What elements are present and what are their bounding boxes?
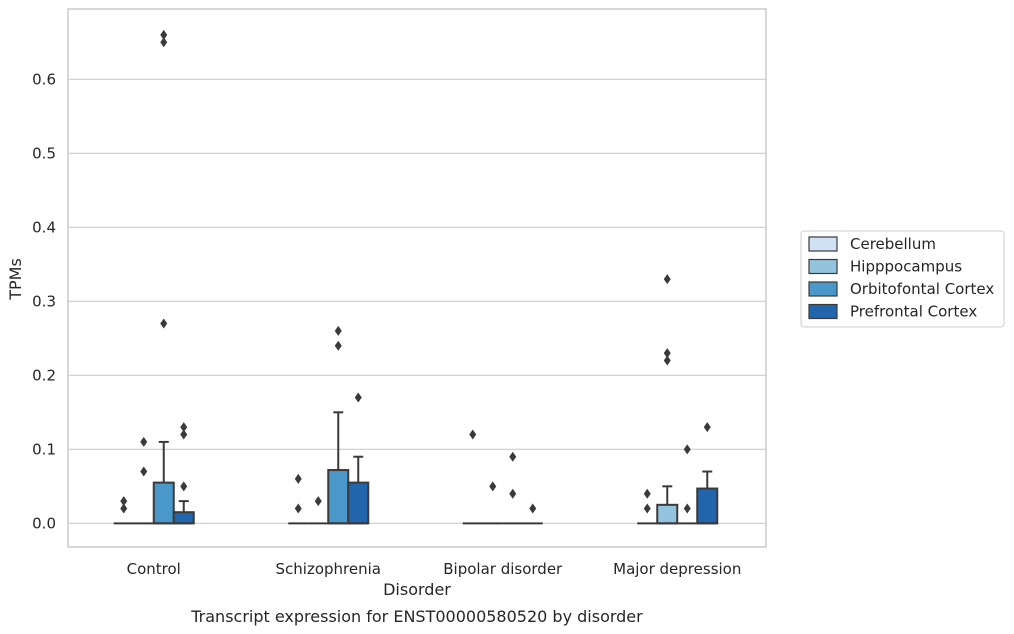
outlier-point	[140, 466, 148, 477]
x-tick-label: Schizophrenia	[276, 560, 381, 578]
y-axis-title: TPMs	[6, 258, 25, 301]
x-tick-labels: Control Schizophrenia Bipolar disorder Majo…	[127, 560, 742, 578]
y-tick-label: 0.0	[32, 514, 56, 532]
outlier-point	[663, 274, 671, 285]
box-body	[696, 487, 719, 525]
outlier-point	[160, 318, 168, 329]
box-series	[113, 411, 719, 525]
chart-caption: Transcript expression for ENST0000058052…	[190, 607, 643, 626]
outlier-point	[314, 496, 322, 507]
plot-area-frame	[67, 8, 767, 548]
box-hipppocampus	[656, 485, 679, 525]
outlier-point	[663, 355, 671, 366]
box-body	[172, 511, 195, 525]
x-tick-label: Bipolar disorder	[443, 560, 563, 578]
y-tick-label: 0.3	[32, 292, 56, 310]
outlier-point	[120, 496, 128, 507]
legend-label: Prefrontal Cortex	[850, 303, 977, 321]
box-prefrontal-cortex	[347, 455, 370, 525]
outlier-point	[334, 325, 342, 336]
box-prefrontal-cortex	[696, 470, 719, 525]
outlier-point	[703, 422, 711, 433]
x-tick-label: Major depression	[613, 560, 741, 578]
legend-label: Hipppocampus	[850, 258, 962, 276]
box-body	[656, 503, 679, 525]
outlier-point	[529, 503, 537, 514]
box-orbitofontal-cortex	[152, 440, 175, 525]
outlier-points	[120, 29, 711, 514]
box-body	[327, 469, 350, 525]
y-tick-label: 0.6	[32, 70, 56, 88]
legend-swatch	[808, 258, 838, 275]
legend-label: Cerebellum	[850, 235, 936, 253]
outlier-point	[489, 481, 497, 492]
outlier-point	[180, 481, 188, 492]
outlier-point	[180, 429, 188, 440]
y-tick-label: 0.5	[32, 144, 56, 162]
box-body	[347, 481, 370, 525]
outlier-point	[334, 340, 342, 351]
y-tick-label: 0.2	[32, 366, 56, 384]
outlier-point	[643, 488, 651, 499]
legend-swatch	[808, 236, 838, 252]
y-tick-label: 0.1	[32, 440, 56, 458]
outlier-point	[180, 422, 188, 433]
x-tick-label: Control	[127, 560, 181, 578]
box-prefrontal-cortex	[172, 500, 195, 525]
outlier-point	[469, 429, 477, 440]
x-axis-title: Disorder	[383, 580, 451, 599]
outlier-point	[354, 392, 362, 403]
outlier-point	[509, 451, 517, 462]
y-tick-label: 0.4	[32, 218, 56, 236]
y-tick-labels: 0.0 0.1 0.2 0.3 0.4 0.5 0.6	[32, 70, 56, 532]
outlier-point	[140, 436, 148, 447]
legend-label: Orbitofontal Cortex	[850, 280, 994, 298]
outlier-point	[643, 503, 651, 514]
box-body	[152, 481, 175, 525]
outlier-point	[160, 37, 168, 48]
outlier-point	[294, 473, 302, 484]
outlier-point	[683, 503, 691, 514]
outlier-point	[509, 488, 517, 499]
outlier-point	[663, 348, 671, 359]
legend: Cerebellum Hipppocampus Orbitofontal Corte…	[800, 230, 1005, 328]
outlier-point	[120, 503, 128, 514]
outlier-point	[683, 444, 691, 455]
legend-swatch	[808, 281, 838, 297]
outlier-point	[160, 29, 168, 40]
box-orbitofontal-cortex	[327, 411, 350, 525]
outlier-point	[294, 503, 302, 514]
legend-frame	[800, 230, 1005, 328]
legend-swatch	[808, 303, 838, 320]
